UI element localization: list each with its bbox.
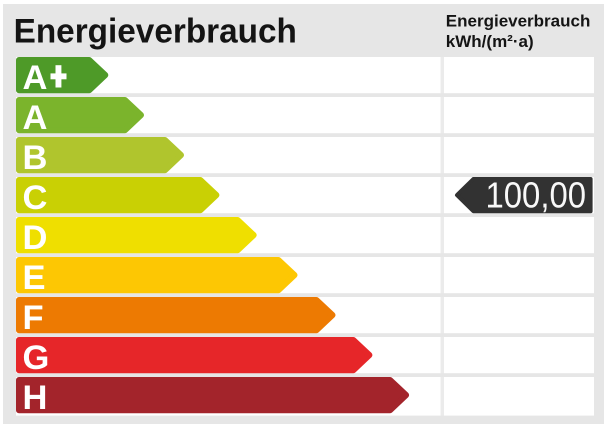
svg-text:H: H [23,379,48,417]
svg-text:100,00: 100,00 [486,176,586,216]
svg-text:A: A [23,99,48,137]
svg-text:C: C [23,179,48,217]
svg-text:A: A [23,59,48,97]
svg-text:E: E [23,259,46,297]
svg-text:B: B [23,139,48,177]
svg-text:G: G [23,339,50,377]
svg-text:kWh/(m²·a): kWh/(m²·a) [446,32,534,51]
svg-text:F: F [23,299,44,337]
svg-text:Energieverbrauch: Energieverbrauch [446,12,591,31]
svg-text:Energieverbrauch: Energieverbrauch [14,13,297,50]
svg-text:D: D [23,219,48,257]
